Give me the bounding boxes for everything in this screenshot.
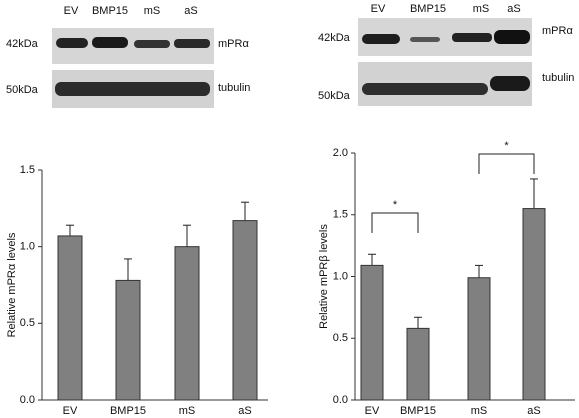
x-tick-label: mS xyxy=(179,405,196,417)
lane-label: mS xyxy=(473,3,490,15)
band xyxy=(452,33,492,42)
band-label: tubulin xyxy=(218,82,250,94)
band xyxy=(490,76,530,91)
band xyxy=(410,37,440,42)
lane-label: EV xyxy=(371,3,386,15)
y-tick-label: 1.0 xyxy=(333,270,348,282)
size-label: 50kDa xyxy=(6,84,39,96)
bar xyxy=(360,264,384,401)
size-label: 50kDa xyxy=(318,90,351,102)
band xyxy=(92,37,128,48)
bar xyxy=(115,279,141,401)
y-axis-label: Relative mPRβ levels xyxy=(318,224,330,329)
band-label: tubulin xyxy=(542,72,574,84)
bar xyxy=(57,235,83,401)
lane-label: BMP15 xyxy=(92,5,128,17)
x-tick-label: BMP15 xyxy=(110,405,146,417)
x-tick-label: aS xyxy=(238,405,251,417)
band xyxy=(494,30,530,44)
blot-right: EV BMP15 mS aS 42kDa mPRα 50kDa tubulin xyxy=(318,3,574,106)
band xyxy=(134,40,170,48)
y-tick-label: 0.5 xyxy=(20,317,35,329)
significance-mark: * xyxy=(393,199,398,211)
x-tick-label: mS xyxy=(471,405,488,417)
y-tick-label: 0.0 xyxy=(333,394,348,406)
lane-label: BMP15 xyxy=(410,3,446,15)
bar xyxy=(232,220,258,401)
bar xyxy=(467,277,491,401)
band xyxy=(55,82,210,96)
x-tick-label: EV xyxy=(365,405,380,417)
y-tick-label: 1.5 xyxy=(333,209,348,221)
blot-left: EV BMP15 mS aS 42kDa mPRα 50kDa tubulin xyxy=(6,5,250,108)
size-label: 42kDa xyxy=(6,38,39,50)
band xyxy=(174,39,210,48)
y-tick-label: 0.0 xyxy=(20,394,35,406)
y-tick-label: 2.0 xyxy=(333,147,348,159)
x-tick-label: BMP15 xyxy=(400,405,436,417)
significance-bracket xyxy=(371,212,419,233)
y-axis-label: Relative mPRα levels xyxy=(6,232,18,337)
band-label: mPRα xyxy=(218,38,249,50)
lane-label: mS xyxy=(144,5,161,17)
x-tick-label: EV xyxy=(63,405,78,417)
bar xyxy=(522,208,546,401)
significance-bracket xyxy=(478,153,535,174)
lane-label: aS xyxy=(184,5,197,17)
y-tick-label: 1.5 xyxy=(20,164,35,176)
bar xyxy=(174,246,200,401)
band xyxy=(362,34,400,44)
bar xyxy=(406,327,430,401)
band xyxy=(56,38,88,48)
y-tick-label: 0.5 xyxy=(333,332,348,344)
x-tick-label: aS xyxy=(527,405,540,417)
band-label: mPRα xyxy=(542,25,573,37)
lane-label: aS xyxy=(507,3,520,15)
significance-mark: * xyxy=(504,140,509,152)
size-label: 42kDa xyxy=(318,32,351,44)
band xyxy=(362,83,488,95)
lane-label: EV xyxy=(64,5,79,17)
y-tick-label: 1.0 xyxy=(20,241,35,253)
